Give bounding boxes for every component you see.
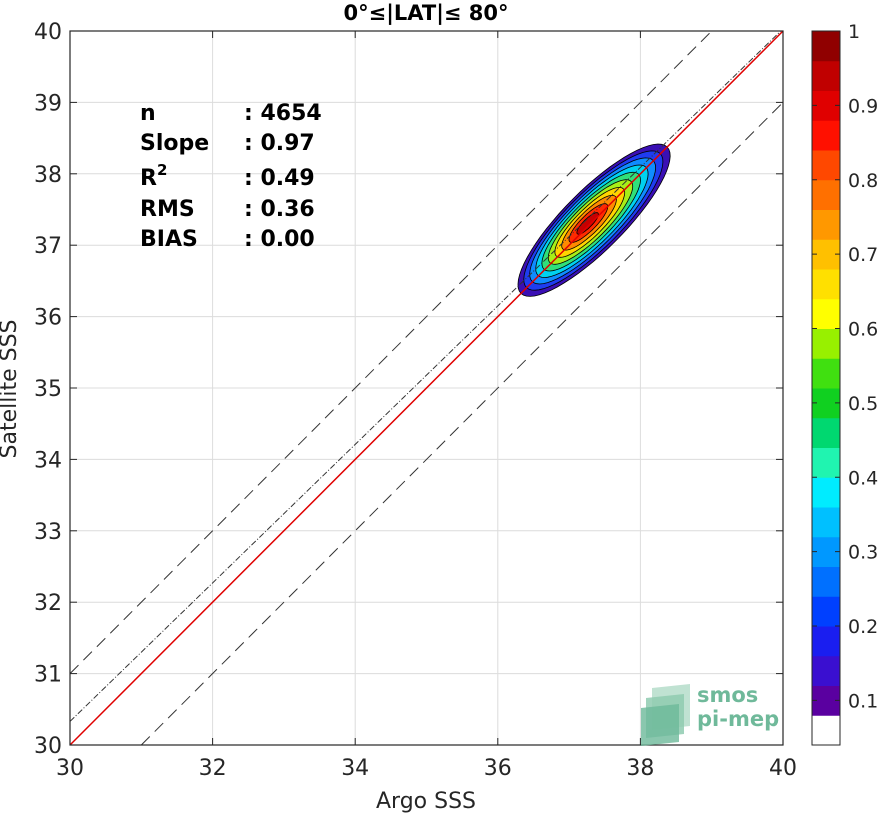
- colorbar-segment: [812, 120, 840, 151]
- y-tick-label: 38: [34, 163, 62, 188]
- colorbar-tick-label: 1: [848, 21, 860, 43]
- stat-value: : 0.00: [244, 227, 315, 252]
- x-tick-label: 38: [626, 756, 654, 781]
- colorbar-tick-label: 0.5: [848, 393, 878, 415]
- colorbar-segment: [812, 417, 840, 448]
- colorbar-segment: [812, 507, 840, 538]
- stat-value: : 0.97: [244, 131, 315, 156]
- colorbar-segment: [812, 655, 840, 686]
- colorbar-segment: [812, 209, 840, 240]
- colorbar-segment: [812, 150, 840, 181]
- x-tick-label: 32: [199, 756, 227, 781]
- logo-mark-icon: [641, 684, 690, 746]
- y-tick-label: 39: [34, 91, 62, 116]
- colorbar-segment: [812, 358, 840, 389]
- colorbar-segment: [812, 31, 840, 62]
- colorbar-segment: [812, 715, 840, 746]
- axes: 30 32 34 36 38 40 30 31 32 33 34 35 36 37 38 39 40: [34, 20, 797, 781]
- x-tick-label: 40: [769, 756, 797, 781]
- stat-label: Slope: [140, 131, 209, 156]
- logo-line1: smos: [697, 683, 758, 707]
- colorbar-tick-label: 0.6: [848, 319, 878, 341]
- y-tick-label: 30: [34, 734, 62, 759]
- colorbar-segment: [812, 477, 840, 508]
- stat-value: : 0.49: [244, 166, 315, 191]
- y-tick-label: 37: [34, 234, 62, 259]
- colorbar-segment: [812, 328, 840, 359]
- regression-line: [69, 30, 782, 722]
- smos-pimep-logo: smos pi-mep: [641, 683, 779, 746]
- y-tick-label: 36: [34, 306, 62, 331]
- colorbar: 0.1 0.2 0.3 0.4 0.5 0.6 0.7 0.8 0.9 1: [811, 21, 878, 746]
- x-axis-label: Argo SSS: [376, 789, 476, 814]
- colorbar-segment: [812, 566, 840, 597]
- colorbar-tick-label: 0.4: [848, 467, 878, 489]
- x-tick-label: 34: [341, 756, 369, 781]
- colorbar-segment: [812, 298, 840, 329]
- colorbar-tick-label: 0.7: [848, 244, 878, 266]
- colorbar-tick-label: 0.9: [848, 95, 878, 117]
- stat-label: n: [140, 101, 156, 126]
- colorbar-segment: [812, 269, 840, 300]
- y-tick-label: 34: [34, 448, 62, 473]
- y-tick-label: 35: [34, 377, 62, 402]
- colorbar-tick-label: 0.3: [848, 542, 878, 564]
- colorbar-tick-label: 0.8: [848, 170, 878, 192]
- y-tick-label: 31: [34, 663, 62, 688]
- y-tick-label: 32: [34, 591, 62, 616]
- stat-value: : 0.36: [244, 197, 315, 222]
- density-contour-level-10: [576, 212, 599, 235]
- chart-title: 0°≤|LAT|≤ 80°: [343, 1, 508, 26]
- colorbar-segment: [812, 179, 840, 210]
- y-axis-label: Satellite SSS: [0, 320, 22, 459]
- stat-superscript: 2: [157, 161, 167, 179]
- y-tick-label: 40: [34, 20, 62, 45]
- colorbar-tick-label: 0.1: [848, 690, 878, 712]
- colorbar-segment: [812, 447, 840, 478]
- x-tick-label: 30: [56, 756, 84, 781]
- colorbar-segment: [812, 626, 840, 657]
- logo-line2: pi-mep: [697, 707, 779, 731]
- colorbar-tick-label: 0.2: [848, 616, 878, 638]
- colorbar-segment: [812, 60, 840, 91]
- stat-label: BIAS: [140, 227, 198, 252]
- colorbar-segment: [812, 596, 840, 627]
- x-tick-label: 36: [484, 756, 512, 781]
- reference-lines: [69, 30, 784, 746]
- y-tick-label: 33: [34, 520, 62, 545]
- identity-line: [69, 30, 784, 746]
- stat-label: RMS: [140, 197, 195, 222]
- stat-value: : 4654: [244, 101, 322, 126]
- colorbar-frame: [811, 30, 841, 746]
